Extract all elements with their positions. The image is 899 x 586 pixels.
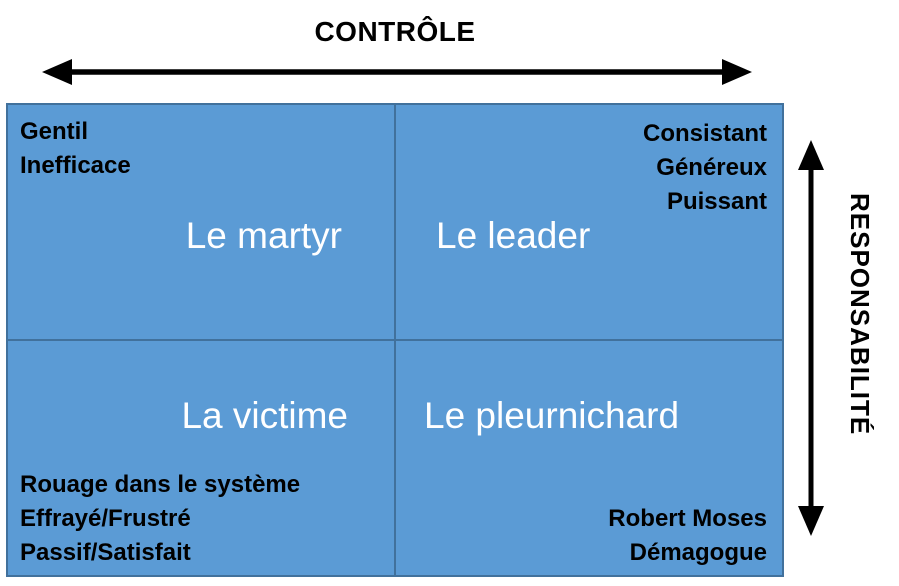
trait-line: Consistant — [642, 120, 767, 147]
horizontal-double-arrow-icon — [42, 59, 752, 85]
quadrant-top-left: Gentil Inefficace Le martyr — [8, 105, 394, 339]
quadrant-title: Le martyr — [185, 215, 342, 256]
quadrant-top-right: Consistant Généreux Puissant Le leader — [396, 105, 782, 339]
trait-line: Généreux — [656, 154, 767, 181]
quadrant-bottom-left: La victime Rouage dans le système Effray… — [8, 341, 394, 575]
quadrant-traits: Consistant Généreux Puissant — [643, 117, 767, 219]
quadrant-bottom-right: Le pleurnichard Robert Moses Démagogue — [396, 341, 782, 575]
trait-line: Effrayé/Frustré — [20, 505, 191, 532]
quadrant-title: Le pleurnichard — [424, 395, 680, 436]
trait-line: Passif/Satisfait — [20, 539, 191, 566]
trait-line: Rouage dans le système — [20, 471, 301, 498]
quadrant-traits: Robert Moses Démagogue — [608, 502, 767, 570]
trait-line: Robert Moses — [608, 505, 767, 532]
quadrant-grid: Gentil Inefficace Le martyr Consistant G… — [6, 103, 784, 577]
quadrant-title: Le leader — [436, 215, 591, 256]
vertical-axis-label: RESPONSABILITÉ — [845, 193, 875, 436]
quadrant-traits: Rouage dans le système Effrayé/Frustré P… — [20, 468, 300, 570]
quadrant-traits: Gentil Inefficace — [20, 115, 131, 183]
vertical-double-arrow-icon — [798, 140, 824, 536]
trait-line: Inefficace — [20, 152, 131, 179]
trait-line: Puissant — [666, 188, 767, 215]
trait-line: Gentil — [20, 118, 89, 145]
horizontal-axis-label: CONTRÔLE — [314, 16, 476, 47]
trait-line: Démagogue — [629, 539, 767, 566]
quadrant-title: La victime — [181, 395, 348, 436]
